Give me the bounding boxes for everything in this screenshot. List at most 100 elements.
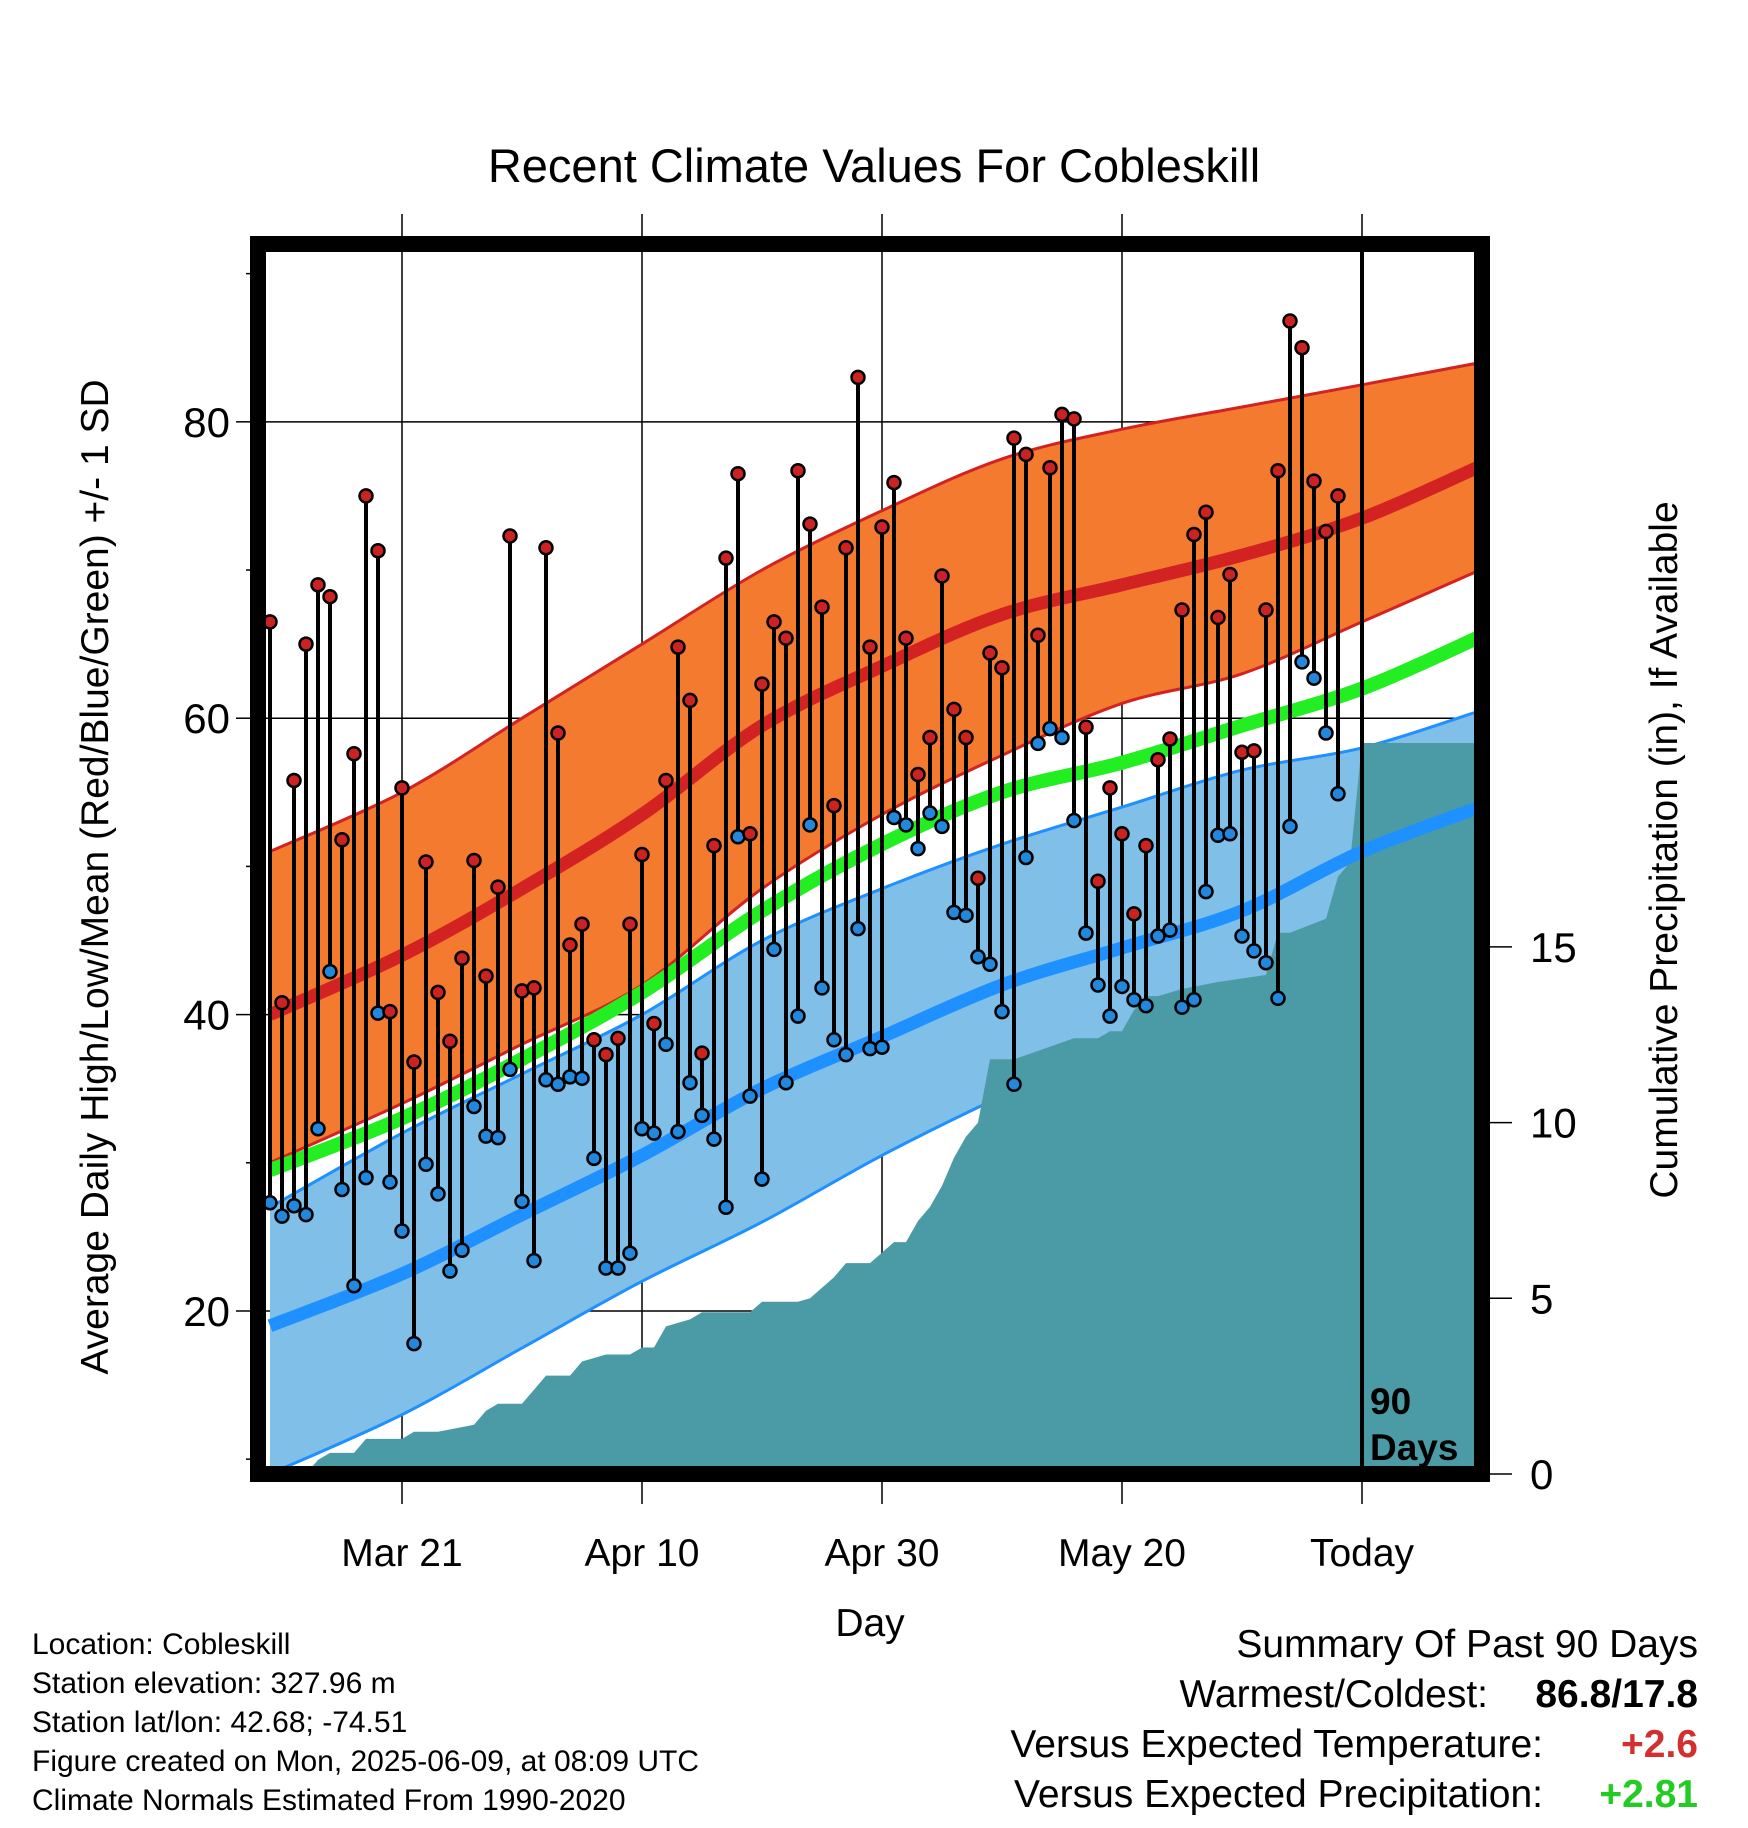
daily-high-dot [1246, 743, 1262, 759]
daily-low-dot [1078, 925, 1094, 941]
daily-high-dot [1294, 339, 1310, 356]
daily-high-dot [1042, 460, 1058, 476]
daily-high-dot [982, 645, 998, 661]
daily-high-dot [706, 837, 722, 854]
daily-low-dot [958, 907, 974, 924]
daily-high-dot [598, 1046, 614, 1063]
daily-low-dot [1198, 883, 1214, 900]
daily-low-dot [442, 1263, 458, 1279]
warmest-value: 86.8/17.8 [1535, 1673, 1698, 1716]
daily-high-dot [526, 980, 542, 996]
today-marker: 90 Days [1360, 244, 1458, 1474]
y-tick-label: 20 [183, 1288, 230, 1335]
daily-low-dot [1294, 654, 1310, 670]
daily-low-dot [610, 1260, 626, 1276]
daily-low-dot [766, 941, 782, 958]
daily-high-dot [454, 950, 470, 967]
daily-low-dot [1030, 735, 1046, 752]
daily-high-dot [1030, 627, 1046, 643]
daily-low-dot [358, 1169, 374, 1186]
daily-high-dot [274, 994, 290, 1011]
daily-high-dot [778, 630, 794, 646]
normals-text: Climate Normals Estimated From 1990-2020 [32, 1784, 626, 1817]
daily-low-dot [802, 817, 818, 833]
daily-high-dot [862, 639, 878, 655]
daily-high-dot [1006, 430, 1022, 446]
daily-high-dot [1018, 446, 1034, 463]
summary-heading: Summary Of Past 90 Days [1236, 1623, 1698, 1666]
daily-high-dot [718, 550, 734, 566]
daily-low-dot [922, 805, 938, 821]
daily-low-dot [466, 1098, 482, 1115]
daily-high-dot [766, 614, 782, 630]
daily-low-dot [1330, 786, 1346, 802]
daily-low-dot [406, 1335, 422, 1352]
daily-low-dot [1018, 849, 1034, 866]
daily-low-dot [718, 1199, 734, 1216]
daily-low-dot [418, 1156, 434, 1173]
daily-low-dot [1306, 670, 1322, 686]
daily-low-dot [502, 1061, 518, 1078]
daily-high-dot [586, 1032, 602, 1048]
plot-frame [250, 236, 1490, 1482]
today-days-label: Days [1370, 1427, 1458, 1468]
daily-high-dot [946, 701, 962, 718]
daily-high-dot [850, 369, 866, 386]
daily-high-dot [754, 676, 770, 692]
daily-low-dot [274, 1208, 290, 1224]
daily-high-dot [286, 772, 302, 789]
daily-high-dot [346, 746, 362, 762]
high-sd-band [270, 362, 1480, 1163]
daily-low-dot [898, 817, 914, 833]
daily-low-dot [814, 980, 830, 996]
daily-high-dot [370, 543, 386, 559]
daily-high-dot [802, 516, 818, 532]
summary-panel: Summary Of Past 90 Days Warmest/Coldest:… [1010, 1620, 1698, 1820]
high-sd-band-upper-edge [269, 361, 1481, 853]
daily-low-dot [1066, 812, 1082, 829]
precip-area [270, 743, 1480, 1474]
daily-high-dot [1318, 523, 1334, 540]
daily-high-dot [550, 725, 566, 741]
daily-high-dot [538, 540, 554, 556]
daily-high-dot [682, 692, 698, 709]
daily-range-stems [268, 321, 1340, 1344]
daily-low-dot [622, 1245, 638, 1261]
daily-high-dot [826, 797, 842, 814]
daily-high-dot [1330, 488, 1346, 504]
daily-low-dot [694, 1107, 710, 1124]
daily-low-dot [298, 1206, 314, 1223]
daily-low-dot [526, 1252, 542, 1269]
x-tick-label: Apr 30 [825, 1532, 940, 1575]
daily-high-dot [886, 474, 902, 491]
x-tick-label: Apr 10 [585, 1532, 700, 1575]
daily-low-dot [754, 1171, 770, 1187]
daily-high-dot [958, 729, 974, 746]
daily-high-dot [322, 588, 338, 605]
daily-low-dot [826, 1032, 842, 1048]
daily-low-dot [742, 1088, 758, 1104]
axes: 20 40 60 80 0 5 10 15 Mar 21 Apr 10 Apr 30 May 20 To… [74, 214, 1686, 1645]
daily-high-dot [646, 1015, 662, 1032]
daily-low-dot [1318, 725, 1334, 741]
daily-low-dot [1006, 1076, 1022, 1093]
daily-low-dot [454, 1242, 470, 1258]
temp-value: +2.6 [1621, 1723, 1698, 1766]
daily-high-dot [1126, 906, 1142, 922]
daily-high-dot [394, 780, 410, 796]
station-info: Location: Cobleskill Station elevation: … [32, 1625, 699, 1820]
x-tick-label: Today [1310, 1532, 1415, 1575]
daily-high-dot [1114, 826, 1130, 842]
daily-low-dot [1246, 943, 1262, 959]
daily-low-dot [550, 1076, 566, 1093]
daily-low-dot [658, 1036, 674, 1052]
y2-axis-title: Cumulative Precipitation (in), If Availa… [1643, 501, 1686, 1198]
daily-low-dot [934, 818, 950, 835]
summary-warmest-row: Warmest/Coldest: 86.8/17.8 [1010, 1670, 1698, 1720]
daily-high-dot [1138, 837, 1154, 854]
location-text: Location: Cobleskill [32, 1628, 291, 1661]
daily-high-dot [790, 462, 806, 479]
daily-high-dot [406, 1054, 422, 1070]
x-tick-label: May 20 [1058, 1532, 1186, 1575]
daily-high-dot [562, 937, 578, 953]
